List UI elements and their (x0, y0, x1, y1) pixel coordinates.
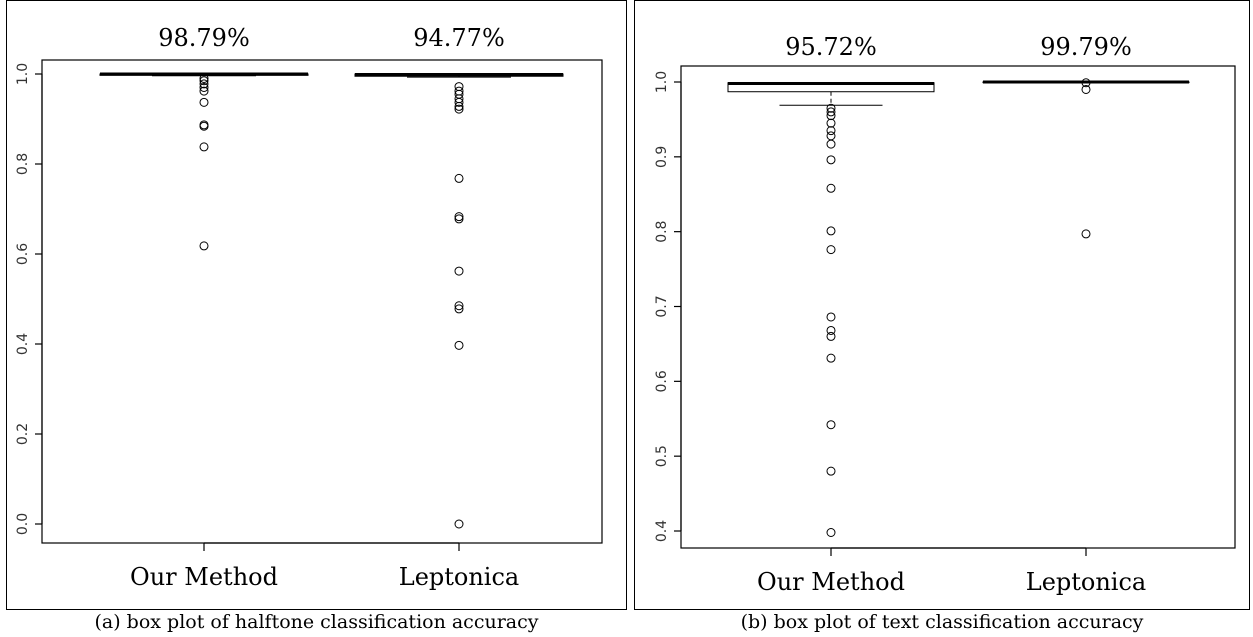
outlier-point (454, 104, 464, 114)
y-tick-label: 0.2 (15, 423, 31, 445)
outlier-point (1081, 229, 1091, 239)
outlier-point (826, 131, 836, 141)
outlier-point (199, 74, 209, 83)
outlier-point (826, 139, 836, 149)
outlier-point (199, 83, 209, 92)
outlier-point (826, 466, 836, 476)
outlier-point (454, 101, 464, 111)
outlier-point (826, 420, 836, 430)
outlier-point (1081, 78, 1091, 88)
y-tick-label: 0.0 (15, 513, 31, 535)
outlier-point (826, 107, 836, 117)
outlier-point (826, 527, 836, 537)
plot-frame (41, 59, 603, 544)
outlier-point (826, 118, 836, 128)
outlier-point (454, 304, 464, 314)
outlier-point (199, 241, 209, 251)
outlier-point (454, 266, 464, 276)
y-tick-label: 0.9 (654, 146, 670, 168)
accuracy-annotation: 98.79% (158, 24, 250, 52)
y-tick-label: 0.6 (15, 243, 31, 265)
boxplot-text: 0.4 0.5 0.6 0.7 0.8 0.9 1.0 Our Method 95.72% Lep… (654, 33, 1236, 596)
outlier-point (826, 226, 836, 236)
outlier-point (826, 325, 836, 335)
x-tick-label: Leptonica (1026, 568, 1146, 596)
y-tick-label: 0.6 (654, 370, 670, 392)
chart-panel-a: 0.0 0.2 0.4 0.6 0.8 1.0 Our Method 98.79% Lepton… (6, 0, 627, 610)
caption-b: (b) box plot of text classification accu… (740, 611, 1144, 633)
accuracy-annotation: 94.77% (413, 24, 505, 52)
outlier-point (1081, 84, 1091, 94)
outlier-point (826, 103, 836, 113)
outlier-point (826, 312, 836, 322)
y-tick-label: 1.0 (654, 71, 670, 93)
outlier-point (454, 301, 464, 311)
outlier-point (199, 121, 209, 131)
y-tick-label: 1.0 (15, 63, 31, 85)
y-tick-label: 0.4 (15, 333, 31, 355)
outlier-point (199, 97, 209, 107)
outlier-point (826, 245, 836, 255)
outlier-point (454, 519, 464, 529)
outlier-point (454, 214, 464, 224)
y-tick-label: 0.4 (654, 520, 670, 542)
outlier-point (826, 183, 836, 193)
y-tick-label: 0.8 (654, 221, 670, 243)
x-tick-label: Our Method (757, 568, 905, 596)
outlier-point (454, 212, 464, 222)
outlier-point (199, 76, 209, 86)
chart-panel-b: 0.4 0.5 0.6 0.7 0.8 0.9 1.0 Our Method 95.72% Lep… (634, 0, 1250, 610)
outlier-point (454, 340, 464, 350)
outlier-point (826, 155, 836, 165)
y-tick-label: 0.5 (654, 445, 670, 467)
plot-frame (680, 65, 1236, 549)
outlier-point (199, 142, 209, 152)
boxplot-halftone: 0.0 0.2 0.4 0.6 0.8 1.0 Our Method 98.79% Lepton… (15, 24, 603, 591)
accuracy-annotation: 95.72% (785, 33, 877, 61)
y-tick-label: 0.7 (654, 295, 670, 317)
outlier-point (454, 97, 464, 107)
outlier-point (199, 86, 209, 96)
x-tick-label: Leptonica (399, 563, 519, 591)
y-tick-label: 0.8 (15, 153, 31, 175)
x-tick-label: Our Method (130, 563, 278, 591)
outlier-point (454, 173, 464, 183)
outlier-point (826, 111, 836, 121)
outlier-point (199, 79, 209, 89)
outlier-point (826, 353, 836, 363)
caption-a: (a) box plot of halftone classification … (94, 611, 539, 633)
outlier-point (826, 331, 836, 341)
outlier-point (826, 126, 836, 136)
accuracy-annotation: 99.79% (1040, 33, 1132, 61)
